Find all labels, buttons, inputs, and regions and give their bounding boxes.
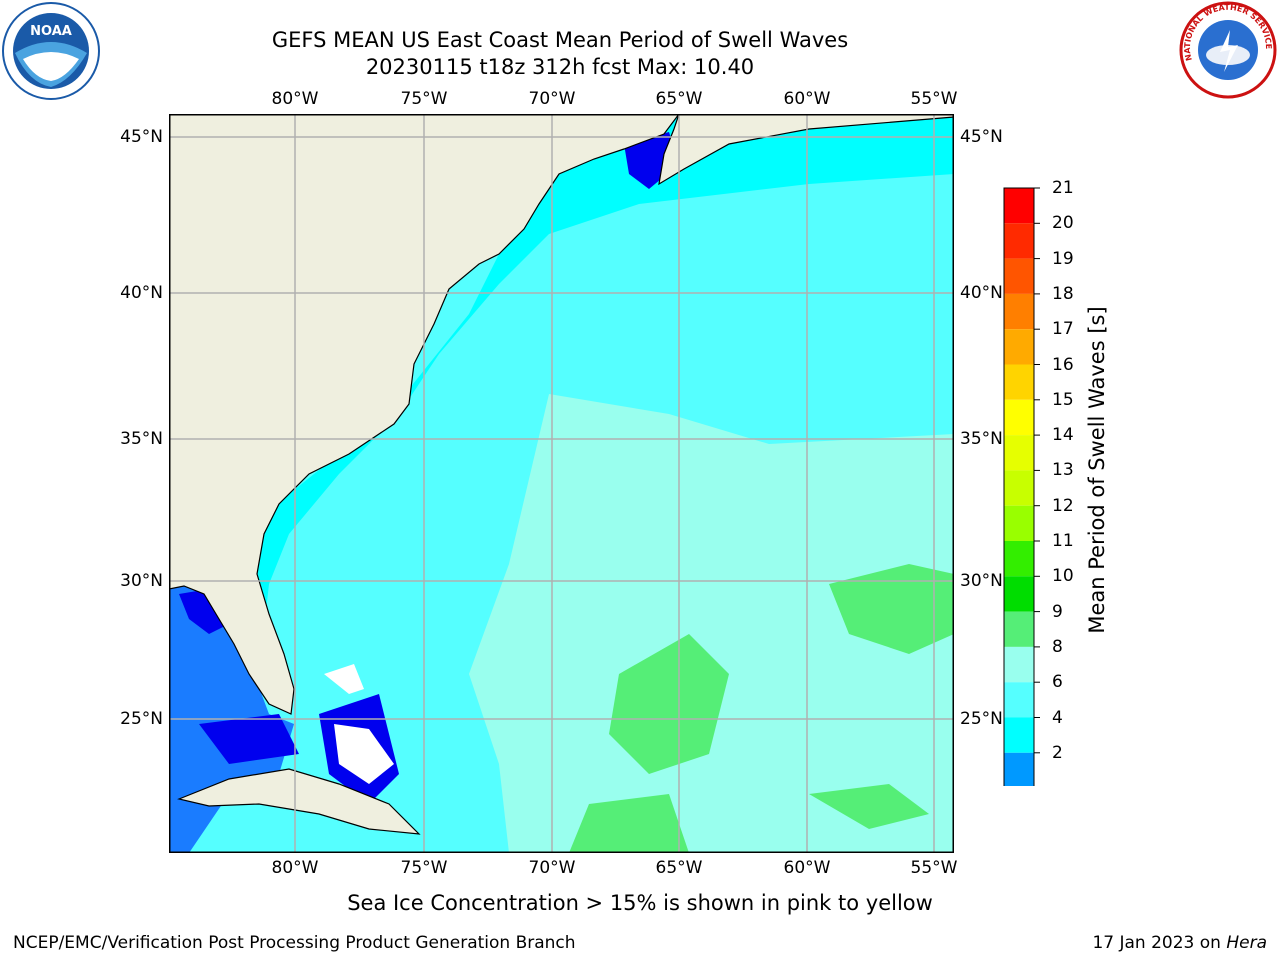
period-4-6-coastal [209, 114, 954, 714]
colorbar-tick-label: 2 [1052, 742, 1063, 763]
lon-label-top: 70°W [528, 89, 576, 109]
colorbar-segment [1004, 293, 1034, 330]
land-nova-scotia [658, 114, 954, 186]
colorbar-segment [1004, 329, 1034, 365]
colorbar-segment [1004, 470, 1034, 506]
colorbar-tick-label: 11 [1052, 531, 1074, 551]
colorbar-segment [1004, 258, 1034, 294]
footer-machine: Hera [1226, 933, 1267, 953]
lon-label-top: 55°W [910, 89, 958, 109]
colorbar-tick-label: 9 [1052, 601, 1063, 622]
footer-date: 17 Jan 2023 on Hera [1092, 933, 1267, 953]
colorbar-tick-label: 10 [1052, 566, 1074, 587]
land-bahamas-white-2 [334, 724, 394, 784]
colorbar-frame [1003, 187, 1035, 786]
period-8-9-region [469, 394, 954, 853]
land-north-america [169, 114, 680, 715]
lat-label-right: 40°N [960, 283, 1003, 303]
lon-label-bottom: 75°W [400, 858, 448, 878]
colorbar-segment [1004, 717, 1034, 753]
colorbar-segment [1004, 435, 1034, 471]
colorbar-tick-label: 12 [1052, 495, 1074, 516]
lat-label-left: 45°N [120, 127, 163, 147]
colorbar-segment [1004, 364, 1034, 400]
colorbar-segment [1004, 505, 1034, 541]
lon-label-top: 65°W [655, 89, 703, 109]
footer-date-text: 17 Jan 2023 on [1092, 933, 1221, 953]
lon-label-bottom: 70°W [528, 858, 576, 878]
colorbar [1003, 187, 1040, 786]
lat-label-left: 25°N [120, 709, 163, 729]
colorbar-segment [1004, 223, 1034, 259]
footer-branch: NCEP/EMC/Verification Post Processing Pr… [13, 933, 576, 953]
colorbar-segment [1004, 188, 1034, 224]
colorbar-title: Mean Period of Swell Waves [s] [1085, 306, 1109, 634]
noaa-logo: NOAA [1, 1, 101, 101]
land-bahamas-white [324, 664, 364, 694]
colorbar-segment [1004, 399, 1034, 436]
nws-logo: NATIONAL WEATHER SERVICE [1178, 0, 1278, 100]
noaa-logo-text: NOAA [30, 24, 72, 39]
colorbar-segment [1004, 611, 1034, 647]
colorbar-tick-label: 18 [1052, 283, 1074, 304]
lat-label-left: 35°N [120, 429, 163, 449]
colorbar-tick-label: 6 [1052, 672, 1063, 693]
colorbar-tick-label: 16 [1052, 354, 1074, 375]
lon-label-bottom: 80°W [271, 858, 319, 878]
colorbar-segment [1004, 752, 1034, 786]
colorbar-segment [1004, 541, 1034, 577]
period-9-10-patch-se [809, 784, 929, 829]
lat-label-right: 35°N [960, 429, 1003, 449]
lon-label-bottom: 60°W [783, 858, 831, 878]
colorbar-tick-label: 13 [1052, 460, 1074, 481]
colorbar-tick-label: 20 [1052, 213, 1074, 234]
map-subtitle: 20230115 t18z 312h fcst Max: 10.40 [365, 55, 755, 79]
map-title: GEFS MEAN US East Coast Mean Period of S… [271, 28, 849, 52]
colorbar-tick-label: 17 [1052, 319, 1074, 340]
lon-label-top: 80°W [271, 89, 319, 109]
period-9-10-patch-central [609, 634, 729, 774]
colorbar-tick-label: 21 [1052, 178, 1074, 198]
colorbar-tick-label: 19 [1052, 248, 1074, 269]
period-9-10-patch-south [569, 794, 689, 853]
colorbar-tick-label: 4 [1052, 707, 1063, 728]
colorbar-segment [1004, 646, 1034, 683]
lon-label-bottom: 65°W [655, 858, 703, 878]
lat-label-left: 40°N [120, 283, 163, 303]
graticule [169, 114, 954, 853]
lat-label-right: 25°N [960, 709, 1003, 729]
sea-ice-note: Sea Ice Concentration > 15% is shown in … [347, 891, 933, 915]
map-frame [169, 114, 954, 853]
colorbar-tick-label: 15 [1052, 389, 1074, 410]
swell-period-map [169, 114, 954, 853]
colorbar-segment [1004, 682, 1034, 718]
colorbar-tick-label: 8 [1052, 636, 1063, 657]
lon-label-top: 60°W [783, 89, 831, 109]
period-2-4-gulf [169, 579, 294, 853]
lat-label-right: 45°N [960, 127, 1003, 147]
period-below-2-gulf-south [199, 714, 299, 764]
period-below-2-gulf [179, 589, 229, 634]
lat-label-right: 30°N [960, 571, 1003, 591]
land-cuba [177, 768, 421, 835]
colorbar-segment [1004, 576, 1034, 612]
lat-label-left: 30°N [120, 571, 163, 591]
lon-label-bottom: 55°W [910, 858, 958, 878]
lon-label-top: 75°W [400, 89, 448, 109]
colorbar-tick-label: 14 [1052, 425, 1074, 446]
period-9-10-patch-east [829, 564, 954, 654]
